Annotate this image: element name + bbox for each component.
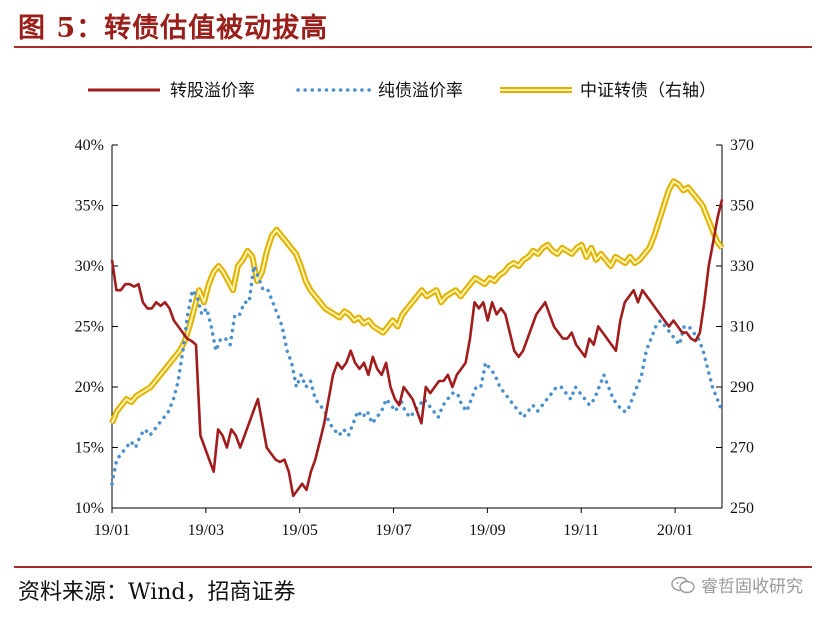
x-tick-label: 19/05 <box>281 522 317 539</box>
y-left-tick-label: 25% <box>75 319 104 336</box>
y-left-tick-label: 40% <box>75 137 104 154</box>
axis-ticks: 10% 15% 20% 25% 30% 35% 40% 250 270 290 310 330 350 3… <box>75 137 754 539</box>
x-tick-label: 19/03 <box>188 522 224 539</box>
y-right-tick-label: 250 <box>730 500 754 517</box>
source-note: 资料来源：Wind，招商证券 <box>18 580 296 605</box>
y-left-tick-label: 20% <box>75 379 104 396</box>
watermark: 睿哲固收研究 <box>671 572 803 597</box>
legend: 转股溢价率 纯债溢价率 中证转债（右轴） <box>88 81 716 101</box>
y-right-tick-label: 310 <box>730 319 754 336</box>
legend-label-stock-premium: 转股溢价率 <box>170 81 255 101</box>
y-left-tick-label: 30% <box>75 258 104 275</box>
wechat-icon <box>671 576 695 593</box>
x-tick-label: 19/11 <box>563 522 599 539</box>
watermark-text: 睿哲固收研究 <box>701 577 803 597</box>
y-right-tick-label: 350 <box>730 198 754 215</box>
x-tick-label: 20/01 <box>657 522 693 539</box>
x-tick-label: 19/09 <box>469 522 505 539</box>
y-right-tick-label: 290 <box>730 379 754 396</box>
index-line-inner <box>111 180 723 424</box>
y-left-tick-label: 15% <box>75 440 104 457</box>
legend-label-index: 中证转债（右轴） <box>580 81 716 101</box>
series-stock-premium <box>110 199 724 498</box>
x-tick-label: 19/01 <box>94 522 130 539</box>
y-right-tick-label: 330 <box>730 258 754 275</box>
y-right-tick-label: 270 <box>730 440 754 457</box>
footer-divider <box>14 566 812 568</box>
stock-premium-line <box>110 199 724 498</box>
y-left-tick-label: 10% <box>75 500 104 517</box>
y-left-tick-label: 35% <box>75 198 104 215</box>
y-right-tick-label: 370 <box>730 137 754 154</box>
legend-label-bond-premium: 纯债溢价率 <box>378 81 463 101</box>
chart-area: 转股溢价率 纯债溢价率 中证转债（右轴） 10% 15% 20% 25% 30% 35% 4… <box>75 81 754 539</box>
figure-title: 图 5：转债估值被动拔高 <box>18 13 329 44</box>
title-divider <box>14 46 812 48</box>
x-tick-label: 19/07 <box>375 522 411 539</box>
series-index <box>109 178 725 425</box>
